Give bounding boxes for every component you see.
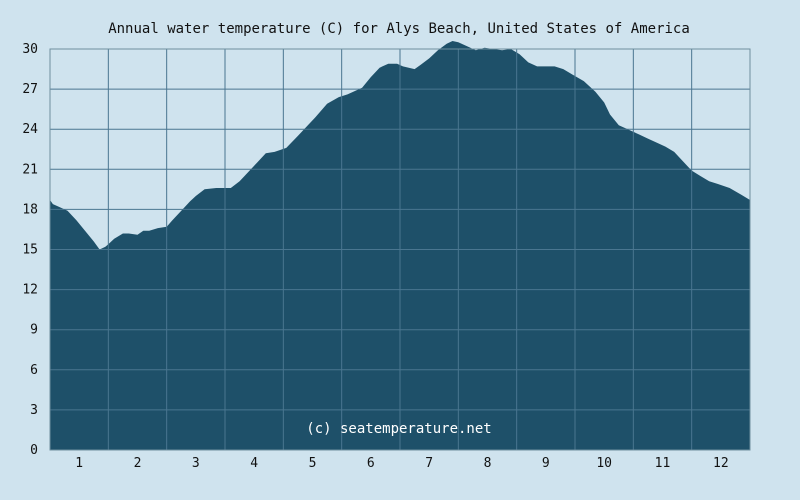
y-tick-label: 18 <box>22 202 38 217</box>
x-tick-label: 8 <box>484 456 492 471</box>
y-tick-label: 3 <box>30 403 38 418</box>
y-tick-label: 30 <box>22 42 38 57</box>
x-tick-label: 6 <box>367 456 375 471</box>
x-tick-label: 11 <box>655 456 671 471</box>
x-tick-label: 10 <box>596 456 612 471</box>
y-tick-label: 0 <box>30 443 38 458</box>
x-tick-label: 9 <box>542 456 550 471</box>
y-tick-label: 9 <box>30 323 38 338</box>
x-tick-label: 12 <box>713 456 729 471</box>
chart-title: Annual water temperature (C) for Alys Be… <box>108 21 690 37</box>
y-tick-label: 6 <box>30 363 38 378</box>
x-tick-label: 2 <box>134 456 142 471</box>
y-tick-label: 27 <box>22 82 38 97</box>
x-tick-label: 3 <box>192 456 200 471</box>
watermark: (c) seatemperature.net <box>306 421 491 437</box>
y-tick-label: 24 <box>22 122 38 137</box>
x-tick-label: 5 <box>309 456 317 471</box>
y-axis-ticks: 0 3 6 9 12 15 18 21 24 27 30 <box>22 42 38 458</box>
grid-lines <box>50 48 750 451</box>
y-tick-label: 21 <box>22 162 38 177</box>
y-tick-label: 15 <box>22 243 38 258</box>
plot-frame <box>49 48 751 451</box>
x-tick-label: 4 <box>250 456 258 471</box>
x-tick-label: 7 <box>425 456 433 471</box>
x-axis-ticks: 1 2 3 4 5 6 7 8 9 10 11 12 <box>75 456 728 471</box>
x-tick-label: 1 <box>75 456 83 471</box>
y-tick-label: 12 <box>22 283 38 298</box>
